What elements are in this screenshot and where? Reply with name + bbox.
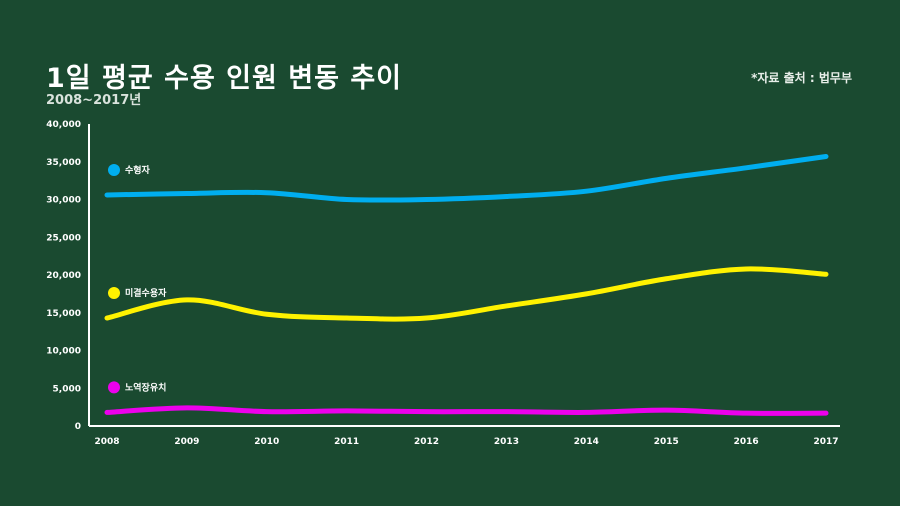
chart-subtitle: 2008~2017년: [46, 93, 142, 108]
series-line: [104, 266, 829, 322]
tick-labels: 0 5,000 10,000 15,000 20,000 25,000 30,000 35,0…: [46, 120, 838, 447]
series-label: 미결수용자: [125, 287, 167, 299]
y-tick-label: 10,000: [46, 347, 81, 357]
y-tick-label: 25,000: [46, 233, 81, 243]
y-tick-label: 5,000: [53, 384, 81, 394]
x-tick-label: 2009: [174, 437, 199, 447]
axes: [88, 124, 840, 427]
series-label: 노역장유치: [125, 381, 166, 393]
x-tick-label: 2011: [334, 437, 359, 447]
chart-title: 1일 평균 수용 인원 변동 추이: [46, 63, 403, 94]
series-line: [104, 153, 829, 203]
y-tick-label: 30,000: [46, 196, 81, 206]
x-tick-label: 2008: [94, 437, 119, 447]
source-note: *자료 출처 : 법무부: [751, 71, 852, 85]
x-tick-label: 2015: [654, 437, 679, 447]
x-tick-label: 2010: [254, 437, 279, 447]
legend-marker: [108, 163, 120, 176]
y-tick-label: 35,000: [46, 158, 81, 168]
series-label: 수형자: [125, 164, 151, 176]
legend-marker: [108, 381, 120, 394]
legend-marker: [108, 287, 120, 300]
series-line: [104, 405, 829, 416]
series-group: [104, 153, 829, 416]
x-tick-label: 2012: [414, 437, 439, 447]
y-tick-label: 40,000: [46, 120, 81, 130]
x-tick-label: 2014: [574, 437, 599, 447]
y-tick-label: 15,000: [46, 309, 81, 319]
x-tick-label: 2013: [494, 437, 519, 447]
y-tick-label: 20,000: [46, 271, 81, 281]
y-tick-label: 0: [75, 422, 81, 432]
x-tick-label: 2017: [813, 437, 838, 447]
x-tick-label: 2016: [734, 437, 759, 447]
